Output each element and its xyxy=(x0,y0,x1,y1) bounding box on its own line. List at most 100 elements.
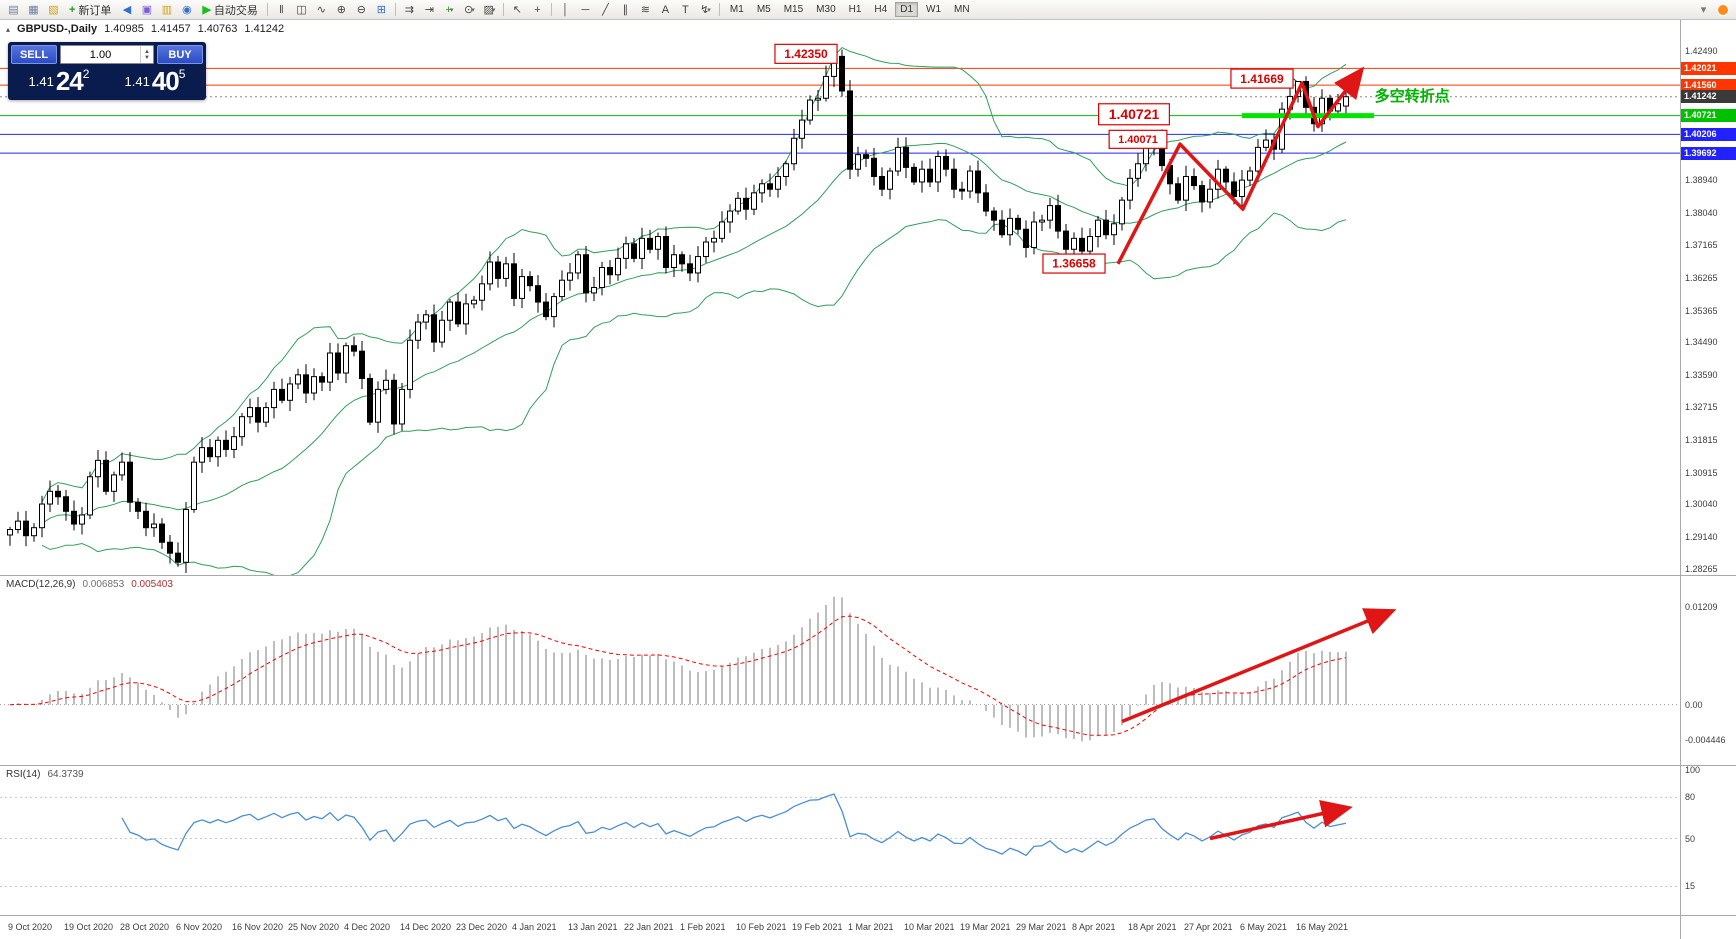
spinner-up-icon[interactable]: ▲ xyxy=(144,48,150,55)
rsi-line xyxy=(121,793,1347,857)
toolbar-separator xyxy=(266,3,268,16)
date-label: 19 Oct 2020 xyxy=(64,922,114,932)
navigator-icon[interactable]: ◉ xyxy=(182,4,192,16)
timeframe-mn[interactable]: MN xyxy=(954,4,970,15)
volume-input[interactable] xyxy=(61,46,140,63)
periods-button[interactable]: ⊙ ▾ xyxy=(464,4,475,16)
autotrading-button-icon: ▶ xyxy=(202,4,211,16)
bollinger-middle-band xyxy=(41,141,1347,525)
macd-trend-arrow xyxy=(1121,608,1397,724)
spinner-down-icon[interactable]: ▼ xyxy=(144,54,150,61)
date-label: 4 Jan 2021 xyxy=(512,922,557,932)
ohlc-high: 1.41457 xyxy=(150,23,191,35)
axis-corner xyxy=(1680,915,1736,939)
date-label: 22 Jan 2021 xyxy=(624,922,674,932)
new-order-button-icon: + xyxy=(69,3,76,16)
chevron-down-icon: ▾ xyxy=(449,6,454,14)
chevron-down-icon: ▾ xyxy=(471,6,475,14)
zoom-in-icon[interactable]: ⊕ xyxy=(336,4,347,16)
horizontal-line-icon[interactable]: ─ xyxy=(581,3,590,16)
svg-text:1.41669: 1.41669 xyxy=(1240,72,1284,86)
autotrading-button[interactable]: ▶ 自动交易 xyxy=(202,4,258,17)
indicators-button[interactable]: + ▾ xyxy=(445,3,454,16)
chart-icon: ▴ xyxy=(6,24,11,34)
chart-shift-icon[interactable]: ⇥ xyxy=(424,4,435,16)
date-label: 16 Nov 2020 xyxy=(232,922,284,932)
price-axis-label: 1.42490 xyxy=(1685,46,1718,57)
macd-axis: 0.01209 0.00 -0.004446 xyxy=(1680,575,1736,765)
timeframe-m5[interactable]: M5 xyxy=(756,4,771,15)
sound-icon[interactable]: ◀ xyxy=(122,4,132,16)
date-label: 29 Mar 2021 xyxy=(1016,922,1067,932)
new-order-button[interactable]: + 新订单 xyxy=(69,3,112,17)
timeframe-d1[interactable]: D1 xyxy=(895,2,919,17)
buy-button[interactable]: BUY xyxy=(157,45,203,64)
auto-scroll-icon[interactable]: ⇉ xyxy=(404,4,415,16)
date-label: 23 Dec 2020 xyxy=(456,922,508,932)
annotation-box xyxy=(1230,68,1294,89)
date-label: 8 Apr 2021 xyxy=(1072,922,1116,932)
date-label: 19 Feb 2021 xyxy=(792,922,843,932)
tile-charts-icon[interactable]: ▦ xyxy=(28,4,39,16)
price-axis-label: 1.29140 xyxy=(1685,532,1718,543)
price-line-tag: 1.41242 xyxy=(1681,90,1736,104)
chart-window: 1.42350 1.41669 1.40721 1.40071 1.36658 多空转折点… xyxy=(0,20,1736,939)
sell-button[interactable]: SELL xyxy=(11,45,57,64)
macd-pane[interactable]: MACD(12,26,9) 0.006853 0.005403 xyxy=(0,575,1680,765)
timeframe-m30[interactable]: M30 xyxy=(816,4,836,15)
date-label: 6 May 2021 xyxy=(1240,922,1288,932)
label-tool-icon[interactable]: T xyxy=(682,3,689,16)
vertical-line-icon[interactable]: │ xyxy=(561,3,569,16)
trendline-icon[interactable]: ╱ xyxy=(602,4,609,16)
price-axis-label: 1.30915 xyxy=(1685,467,1718,478)
strategy-tester-icon[interactable]: ▣ xyxy=(141,4,153,16)
price-axis-label: 1.33590 xyxy=(1685,370,1718,381)
cursor-icon[interactable]: ↖ xyxy=(512,4,523,16)
chart-window-icon[interactable]: ▤ xyxy=(8,4,19,16)
line-chart-mode-icon[interactable]: ∿ xyxy=(316,4,327,16)
price-line-tag: 1.41560 xyxy=(1681,78,1736,92)
date-label: 6 Nov 2020 xyxy=(176,922,223,932)
rsi-label: RSI(14) 64.3739 xyxy=(6,769,84,780)
text-tool-icon[interactable]: A xyxy=(661,3,670,16)
toolbar-separator xyxy=(502,3,504,16)
crosshair-icon[interactable]: + xyxy=(534,3,541,16)
timeframe-m1[interactable]: M1 xyxy=(729,4,744,15)
date-label: 1 Mar 2021 xyxy=(848,922,894,932)
timeframe-h1[interactable]: H1 xyxy=(848,4,862,15)
rsi-axis: 100 80 50 15 xyxy=(1680,765,1736,915)
rsi-pane[interactable]: RSI(14) 64.3739 xyxy=(0,765,1680,915)
price-axis[interactable]: 1.42490 1.38940 1.38040 1.37165 1.36265 1.353… xyxy=(1680,20,1736,575)
ohlc-close: 1.41242 xyxy=(244,23,285,35)
timeframe-h4[interactable]: H4 xyxy=(874,4,888,15)
date-label: 19 Mar 2021 xyxy=(960,922,1011,932)
price-chart-pane[interactable]: 1.42350 1.41669 1.40721 1.40071 1.36658 多空转折点… xyxy=(0,20,1680,575)
ohlc-low: 1.40763 xyxy=(197,23,238,35)
ask-price: 1.41 40 5 xyxy=(124,66,186,96)
toolbar-overflow-icon[interactable]: ▾ xyxy=(1700,4,1707,16)
profiles-icon[interactable]: ▧ xyxy=(48,4,59,16)
main-toolbar: ▤ ▦ ▧ + 新订单 ◀ ▣ ▥ ◉ ▶ 自动交易 ‖ ◫ ∿ ⊕ ⊖ ⊞ ⇉ ⇥ + ▾ ⊙ ▾ ▨ ▾ ↖ + │ ─ ╱ ∥ ≋ A T ↯… xyxy=(0,0,1736,20)
bar-chart-mode-icon[interactable]: ‖ xyxy=(279,3,284,16)
timeframe-m15[interactable]: M15 xyxy=(783,4,804,15)
volume-field: ▲ ▼ xyxy=(60,45,154,64)
timeframe-w1[interactable]: W1 xyxy=(926,4,942,15)
annotation-box xyxy=(1098,103,1170,126)
chevron-down-icon: ▾ xyxy=(707,6,711,14)
candle-chart-mode-icon[interactable]: ◫ xyxy=(296,4,307,16)
time-axis[interactable]: 9 Oct 2020 19 Oct 2020 28 Oct 2020 6 Nov 20… xyxy=(0,915,1680,939)
fibonacci-icon[interactable]: ≋ xyxy=(640,4,651,16)
status-indicator-icon xyxy=(1717,3,1729,16)
zoom-out-icon[interactable]: ⊖ xyxy=(356,4,367,16)
annotation-box xyxy=(1042,253,1106,274)
arrows-tool-icon[interactable]: ↯ ▾ xyxy=(700,4,711,16)
channel-icon[interactable]: ∥ xyxy=(622,4,629,16)
market-watch-icon[interactable]: ▥ xyxy=(161,4,173,16)
volume-spinner[interactable]: ▲ ▼ xyxy=(140,46,153,63)
grid-icon[interactable]: ⊞ xyxy=(376,4,387,16)
toolbar-separator xyxy=(718,3,720,16)
templates-button[interactable]: ▨ ▾ xyxy=(483,4,496,16)
date-label: 16 May 2021 xyxy=(1296,922,1349,932)
price-axis-label: 1.30040 xyxy=(1685,499,1718,510)
svg-text:1.36658: 1.36658 xyxy=(1052,257,1096,271)
